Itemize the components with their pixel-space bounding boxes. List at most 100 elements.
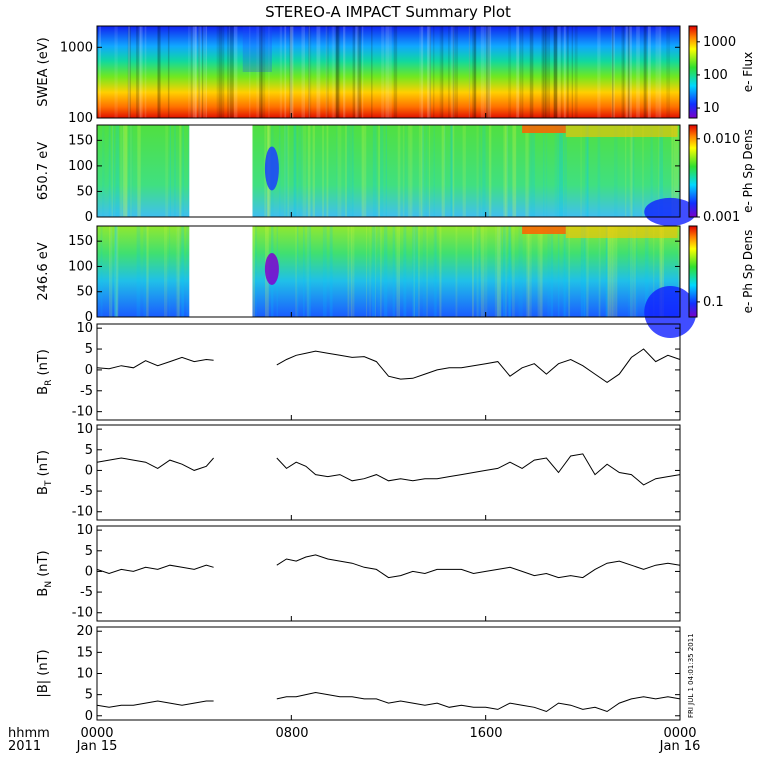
panel-br: -10 -5 0 5 10 BR (nT) <box>36 321 681 421</box>
pitch650-stripe <box>279 125 281 217</box>
pitch650-colorbar-tick-label: 0.001 <box>703 210 740 225</box>
pitch650-y-tick-label: 150 <box>68 133 93 148</box>
plot-title: STEREO-A IMPACT Summary Plot <box>265 3 511 21</box>
swea-stripe <box>198 26 200 118</box>
x-date-label-1: Jan 16 <box>659 739 701 754</box>
swea-stripe <box>202 26 207 118</box>
pitch650-stripe <box>677 125 681 217</box>
swea-stripe <box>308 26 312 118</box>
swea-stripe <box>473 26 476 118</box>
pitch650-stripe <box>322 125 324 217</box>
pitch650-stripe <box>462 125 466 217</box>
swea-stripe <box>626 26 628 118</box>
bt-y-tick-label: 5 <box>85 443 93 458</box>
x-corner-bottom: 2011 <box>8 739 41 754</box>
bt-y-label-unit: (nT) <box>36 450 51 480</box>
pitch650-high-band <box>522 125 566 133</box>
x-tick-label-3: 0000 <box>663 726 696 741</box>
pitch650-stripe <box>352 125 354 217</box>
pitch246-stripe <box>365 226 368 317</box>
pitch246-data-gap <box>189 226 253 317</box>
swea-stripe <box>611 26 616 118</box>
pitch650-stripe <box>673 125 678 217</box>
pitch650-stripe <box>124 125 128 217</box>
pitch650-stripe <box>482 125 486 217</box>
pitch246-stripe <box>499 226 502 317</box>
swea-spectrogram <box>97 26 680 118</box>
swea-stripe <box>167 26 170 118</box>
pitch246-y-tick-label: 0 <box>85 310 93 325</box>
pitch650-corner-low <box>644 197 697 226</box>
pitch650-stripe <box>659 125 663 217</box>
swea-stripe <box>419 26 424 118</box>
swea-stripe <box>190 26 193 118</box>
bn-y-tick-label: -5 <box>80 585 93 600</box>
pitch650-stripe <box>674 125 678 217</box>
pitch650-low-spot <box>264 146 279 191</box>
pitch650-stripe <box>326 125 328 217</box>
pitch650-stripe <box>650 125 653 217</box>
swea-stripe <box>666 26 671 118</box>
swea-stripe <box>545 26 548 118</box>
swea-stripe <box>621 26 625 118</box>
pitch246-stripe <box>659 226 662 317</box>
br-y-label-subscript: R <box>44 380 54 386</box>
br-y-tick-label: -5 <box>80 384 93 399</box>
pitch246-stripe <box>163 226 168 317</box>
pitch650-stripe <box>504 125 508 217</box>
pitch246-stripe <box>306 226 310 317</box>
bt-y-label-symbol: B <box>36 486 51 495</box>
swea-stripe <box>388 26 392 118</box>
pitch650-stripe <box>563 125 567 217</box>
pitch650-stripe <box>488 125 492 217</box>
pitch246-stripe <box>598 226 600 317</box>
swea-stripe <box>612 26 614 118</box>
pitch246-stripe <box>607 226 610 317</box>
swea-stripe <box>636 26 640 118</box>
swea-stripe <box>138 26 142 118</box>
pitch246-stripe <box>375 226 377 317</box>
pitch246-stripe <box>497 226 501 317</box>
pitch650-stripe <box>476 125 479 217</box>
pitch246-stripe <box>350 226 353 317</box>
swea-stripe <box>597 26 601 118</box>
pitch246-stripe <box>609 226 612 317</box>
pitch650-stripe <box>372 125 377 217</box>
bmag-trace-segment <box>276 691 681 713</box>
pitch246-stripe <box>169 226 171 317</box>
pitch246-stripe <box>296 226 299 317</box>
pitch246-stripe <box>583 226 588 317</box>
pitch650-stripe <box>506 125 509 217</box>
pitch246-stripe <box>562 226 565 317</box>
pitch650-stripe <box>624 125 627 217</box>
bn-trace-segment <box>96 564 214 575</box>
swea-stripe <box>284 26 287 118</box>
pitch246-stripe <box>186 226 190 317</box>
swea-stripe <box>332 26 336 118</box>
swea-stripe <box>658 26 662 118</box>
pitch246-stripe <box>418 226 420 317</box>
pitch246-stripe <box>252 226 255 317</box>
bn-y-label-unit: (nT) <box>36 550 51 580</box>
swea-stripe <box>628 26 632 118</box>
swea-stripe <box>229 26 234 118</box>
pitch246-stripe <box>472 226 474 317</box>
pitch246-stripe <box>539 226 543 317</box>
bt-y-tick-label: 10 <box>76 422 93 437</box>
swea-stripe <box>541 26 545 118</box>
pitch650-stripe <box>452 125 455 217</box>
pitch246-stripe <box>598 226 601 317</box>
pitch246-stripe <box>114 226 118 317</box>
pitch650-data-gap <box>189 125 253 217</box>
pitch246-stripe <box>295 226 298 317</box>
pitch246-stripe <box>414 226 417 317</box>
bmag-frame <box>96 626 681 721</box>
swea-stripe <box>301 26 303 118</box>
pitch650-stripe <box>405 125 407 217</box>
bt-y-label-subscript: T <box>44 480 54 487</box>
bmag-y-tick-label: 20 <box>76 624 93 639</box>
pitch650-stripe <box>337 125 342 217</box>
pitch246-stripe <box>426 226 428 317</box>
swea-stripe <box>553 26 558 118</box>
pitch246-stripe <box>383 226 388 317</box>
